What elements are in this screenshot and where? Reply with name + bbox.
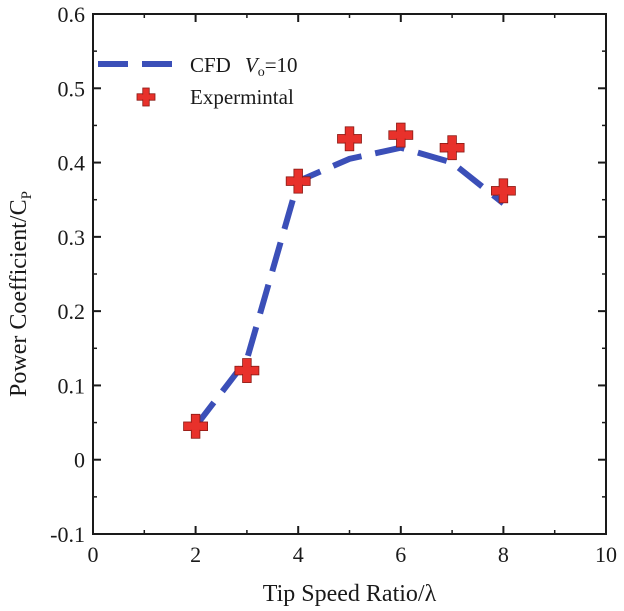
series-layer bbox=[183, 122, 516, 439]
x-tick-label: 0 bbox=[88, 542, 99, 567]
y-tick-label: 0 bbox=[74, 448, 85, 473]
x-axis-title: Tip Speed Ratio/λ bbox=[263, 581, 437, 607]
axes-layer: 0 2 4 6 8 10-0.100.10.20.30.40.50.6 bbox=[50, 2, 617, 567]
legend-expermintal-label: Expermintal bbox=[190, 85, 294, 109]
expermintal-point bbox=[337, 126, 362, 152]
legend-expermintal-marker bbox=[136, 87, 156, 107]
expermintal-point bbox=[439, 135, 465, 161]
x-tick-label: 10 bbox=[595, 542, 617, 567]
y-axis-title: Power Coefficient/CP bbox=[6, 191, 35, 397]
y-tick-label: 0.3 bbox=[58, 225, 86, 250]
expermintal-point bbox=[388, 122, 414, 148]
cfd-series-line bbox=[193, 144, 506, 429]
expermintal-point bbox=[234, 358, 260, 383]
y-tick-label: 0.4 bbox=[58, 151, 86, 176]
x-tick-label: 8 bbox=[498, 542, 509, 567]
y-tick-label: 0.2 bbox=[58, 299, 86, 324]
legend: CFD Vo=10 Expermintal bbox=[98, 53, 298, 109]
x-tick-label: 2 bbox=[190, 542, 201, 567]
legend-cfd-label: CFD Vo=10 bbox=[190, 53, 298, 80]
expermintal-point bbox=[183, 413, 209, 439]
y-tick-label: 0.1 bbox=[58, 373, 86, 398]
expermintal-point bbox=[285, 168, 311, 194]
y-tick-label: 0.6 bbox=[58, 2, 86, 27]
expermintal-point bbox=[490, 178, 516, 204]
legend-plus-marker bbox=[136, 87, 156, 107]
y-tick-label: 0.5 bbox=[58, 76, 86, 101]
plot-frame bbox=[92, 13, 607, 535]
y-tick-label: -0.1 bbox=[50, 522, 85, 547]
x-tick-label: 6 bbox=[395, 542, 406, 567]
x-tick-label: 4 bbox=[293, 542, 304, 567]
